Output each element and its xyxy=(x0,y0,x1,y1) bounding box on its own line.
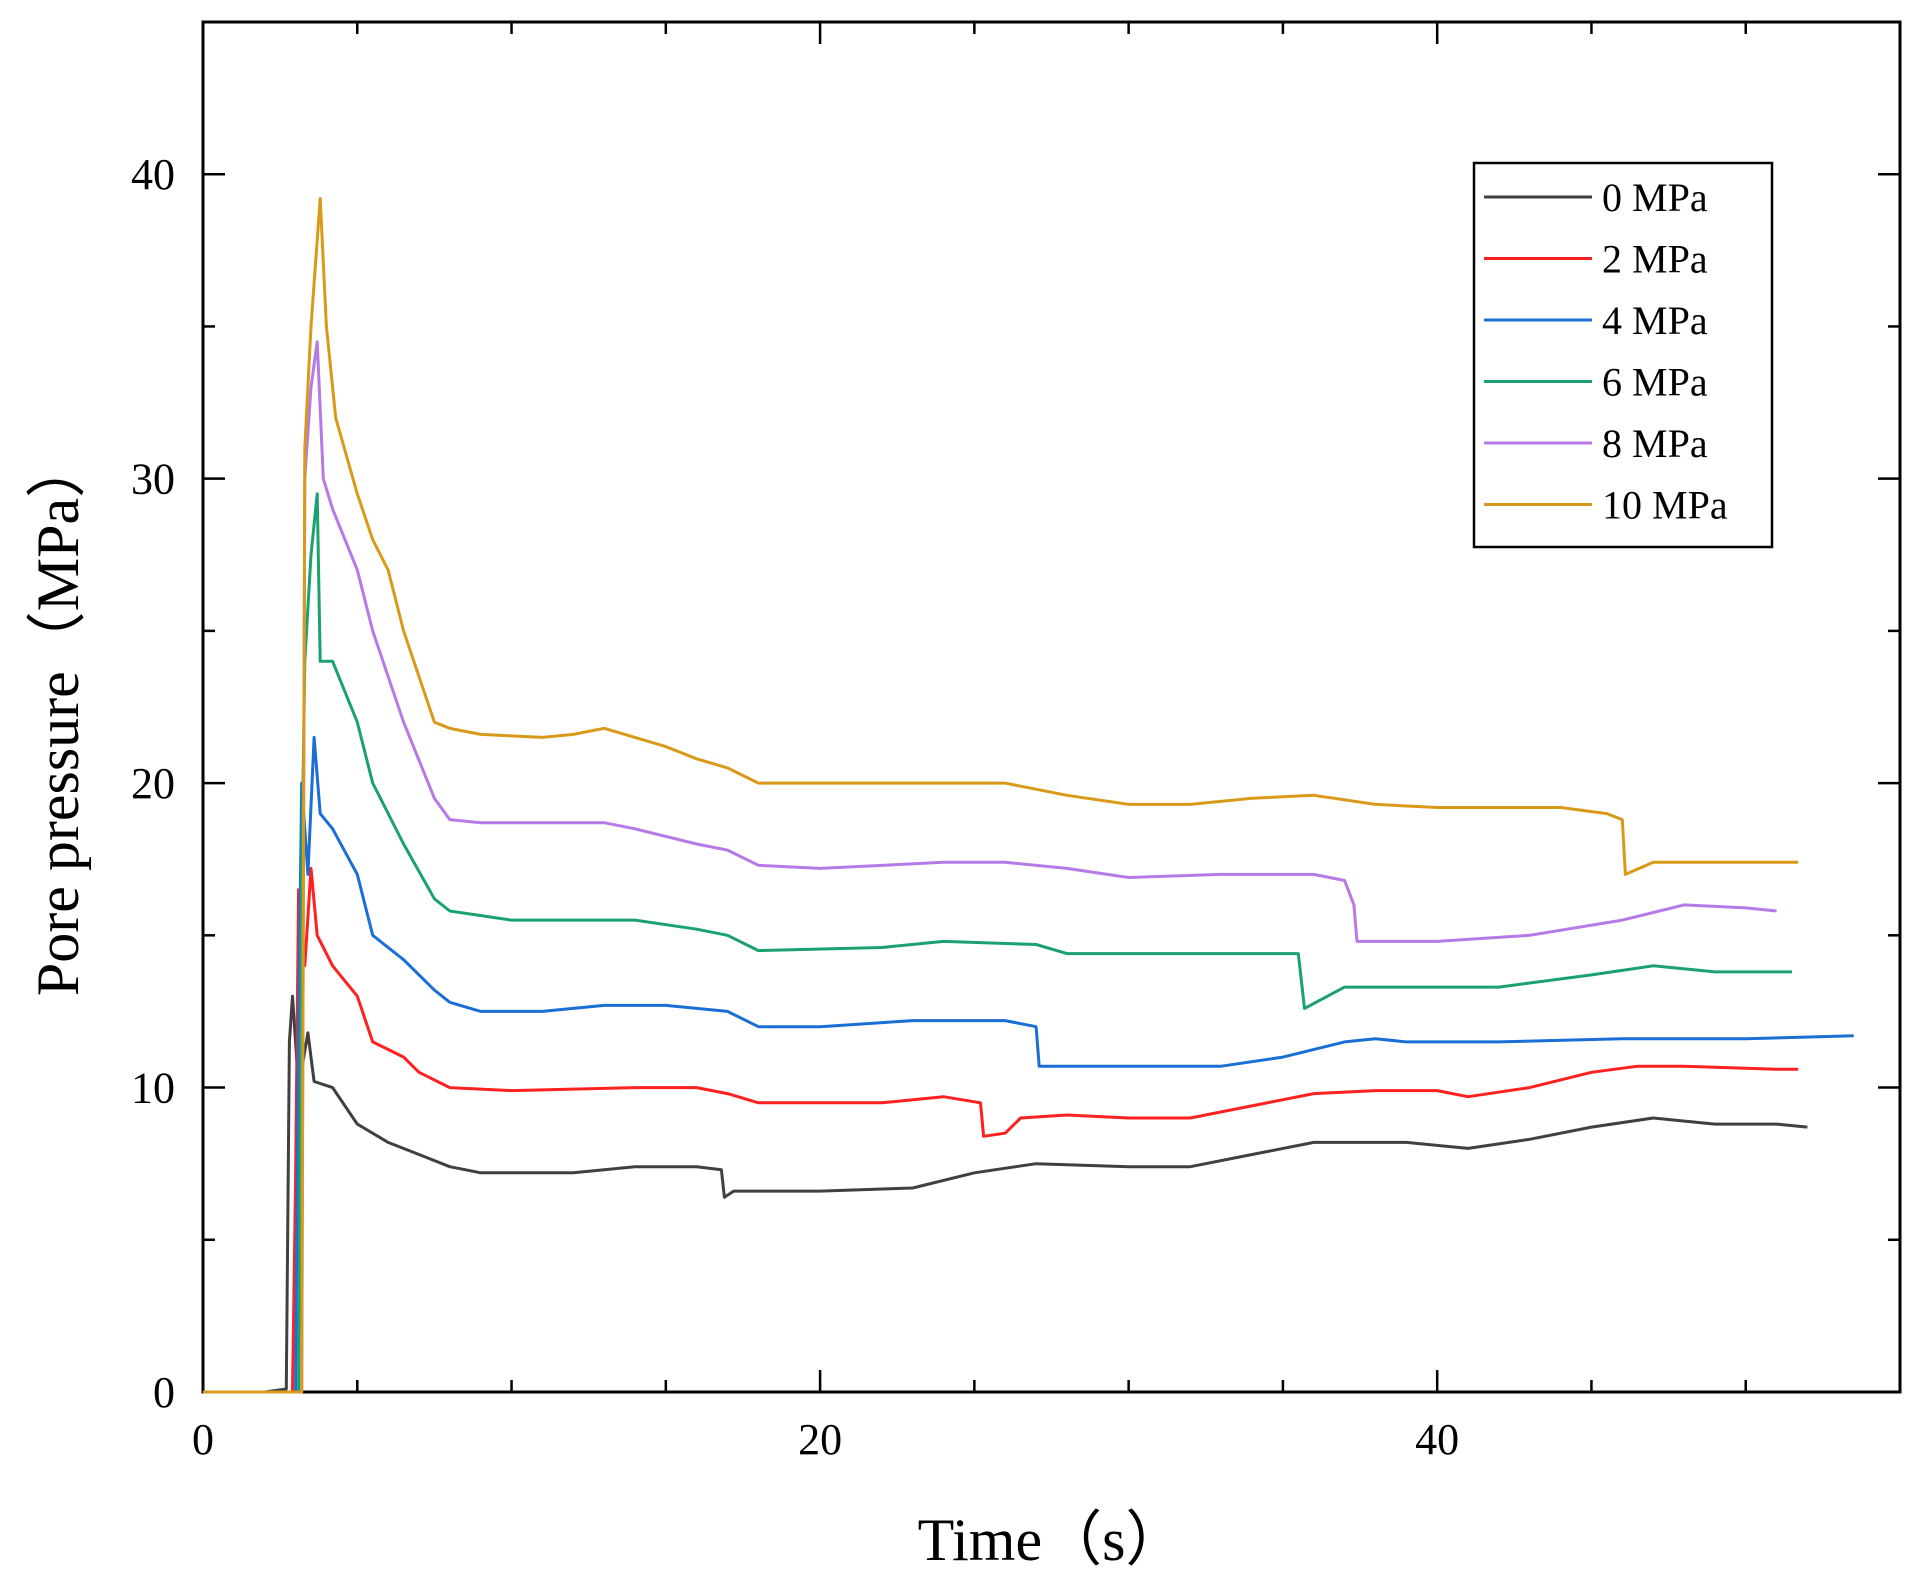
axis-ticks xyxy=(203,20,1902,1392)
x-axis-label: Time（s） xyxy=(918,1507,1186,1573)
plot-frame xyxy=(201,20,1902,1394)
legend-box xyxy=(1472,161,1774,549)
y-axis-label: Pore pressure（MPa） xyxy=(25,438,91,996)
series-line-0-mpa xyxy=(203,994,1808,1394)
legend-label: 10 MPa xyxy=(1602,483,1728,528)
series-line-8-mpa xyxy=(203,340,1777,1394)
series-line-10-mpa xyxy=(203,197,1799,1394)
tick-labels: 0 20 40 0 10 20 30 40 xyxy=(131,150,1459,1464)
y-tick-label: 30 xyxy=(131,455,175,504)
y-tick-label: 40 xyxy=(131,150,175,199)
legend-label: 0 MPa xyxy=(1602,175,1708,220)
series-lines xyxy=(203,197,1854,1394)
y-tick-label: 20 xyxy=(131,759,175,808)
legend-label: 4 MPa xyxy=(1602,298,1708,343)
legend-label: 6 MPa xyxy=(1602,360,1708,405)
legend-label: 8 MPa xyxy=(1602,421,1708,466)
plot-area-border xyxy=(201,20,1902,1394)
legend-label: 2 MPa xyxy=(1602,237,1708,282)
series-line-2-mpa xyxy=(203,866,1799,1394)
series-line-6-mpa xyxy=(203,492,1792,1394)
y-tick-label: 0 xyxy=(153,1368,175,1417)
y-tick-label: 10 xyxy=(131,1064,175,1113)
x-tick-label: 20 xyxy=(798,1415,842,1464)
series-line-4-mpa xyxy=(203,735,1854,1394)
x-tick-label: 40 xyxy=(1415,1415,1459,1464)
x-tick-label: 0 xyxy=(192,1415,214,1464)
legend: 0 MPa 2 MPa 4 MPa 6 MPa 8 MPa 10 MPa xyxy=(1472,161,1774,549)
